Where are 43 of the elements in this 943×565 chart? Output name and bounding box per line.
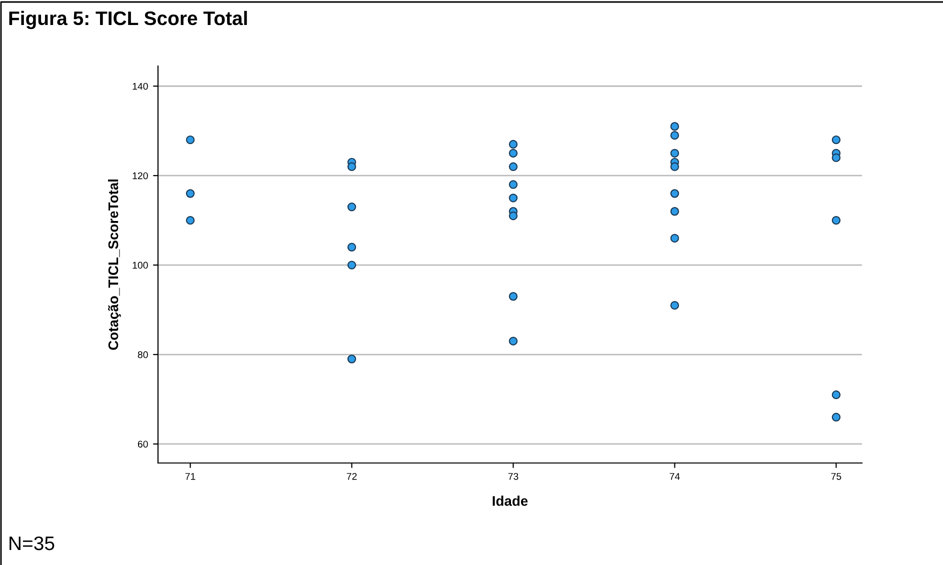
- point: [186, 216, 195, 225]
- point: [508, 162, 518, 172]
- point: [670, 300, 680, 310]
- point: [670, 207, 680, 216]
- point: [508, 140, 518, 149]
- point: [347, 202, 356, 212]
- point: [670, 234, 680, 243]
- point: [347, 354, 356, 364]
- point: [186, 135, 195, 144]
- point: [347, 162, 356, 172]
- point: [186, 189, 195, 198]
- point: [508, 194, 518, 202]
- y-axis-title: Cotação_TICL_ScoreTotal: [108, 180, 121, 350]
- point: [347, 260, 356, 270]
- point: [670, 130, 680, 140]
- y-tick-label: 80: [138, 351, 148, 358]
- point: [508, 292, 518, 301]
- point: [670, 122, 680, 131]
- point: [832, 135, 841, 144]
- text: N=35: [10, 536, 54, 550]
- x-tick-label: 75: [831, 473, 842, 480]
- point: [508, 211, 518, 220]
- x-tick-label: 73: [508, 472, 518, 480]
- y-tick-label: 120: [132, 172, 148, 180]
- point: [670, 162, 680, 172]
- x-axis-title: Idade: [492, 496, 528, 506]
- point: [670, 189, 680, 198]
- y-tick-label: 60: [138, 440, 148, 448]
- point: [670, 148, 680, 158]
- point: [832, 216, 841, 225]
- point: [508, 148, 518, 158]
- point: [508, 180, 518, 189]
- point: [508, 336, 518, 346]
- point: [832, 153, 841, 162]
- point: [832, 390, 841, 400]
- y-tick-label: 100: [132, 262, 148, 269]
- x-tick-label: 71: [185, 473, 196, 480]
- point: [832, 412, 841, 422]
- x-tick-label: 74: [670, 473, 680, 480]
- point: [347, 242, 356, 252]
- chart-title: Figura 5: TICL Score Total: [9, 10, 247, 30]
- x-tick-label: 72: [346, 472, 357, 480]
- y-tick-label: 140: [132, 82, 148, 90]
